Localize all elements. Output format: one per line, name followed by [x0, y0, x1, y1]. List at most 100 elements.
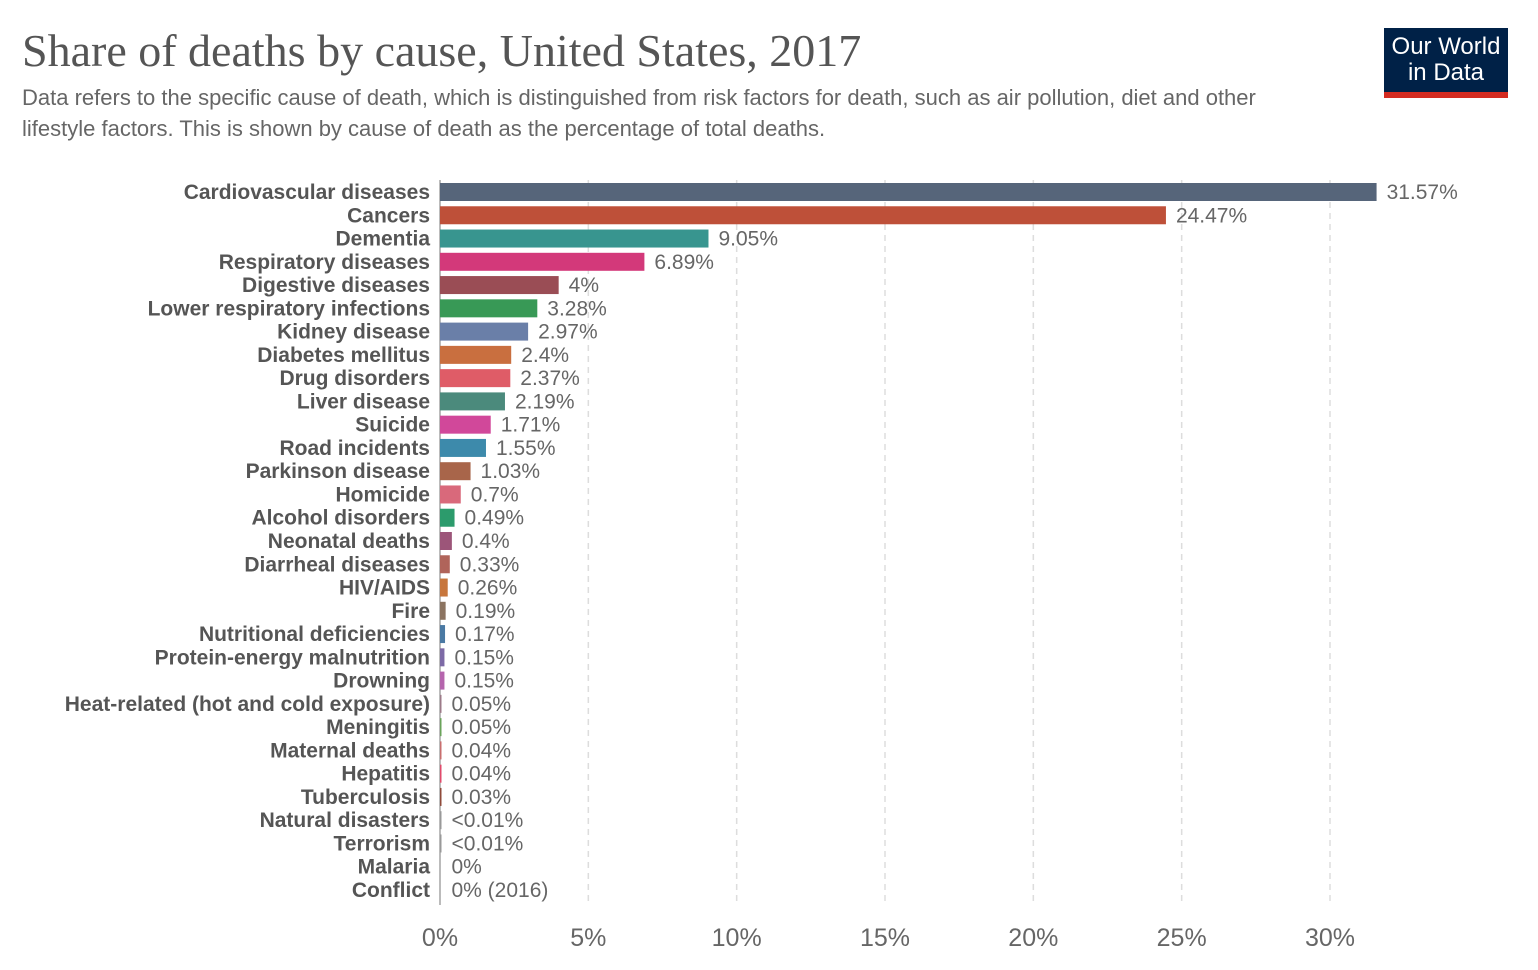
- bar: [440, 532, 452, 550]
- bar: [440, 462, 471, 481]
- category-label: Natural disasters: [260, 809, 430, 832]
- x-tick-label: 10%: [712, 924, 762, 952]
- bar: [440, 648, 445, 667]
- value-label: 1.55%: [496, 437, 556, 460]
- value-label: 31.57%: [1387, 181, 1458, 204]
- value-label: 0.33%: [460, 553, 520, 576]
- bar: [440, 811, 442, 830]
- bar: [440, 485, 461, 504]
- value-label: 0.03%: [452, 786, 512, 809]
- value-label: <0.01%: [452, 832, 524, 855]
- x-tick-label: 15%: [860, 924, 910, 952]
- x-tick-label: 0%: [422, 924, 458, 952]
- bar: [440, 392, 505, 411]
- value-label: 0.4%: [462, 530, 510, 553]
- category-label: Cardiovascular diseases: [184, 181, 430, 204]
- value-label: 0.26%: [458, 577, 518, 600]
- value-label: 0.17%: [455, 623, 515, 646]
- value-label: 9.05%: [718, 228, 778, 251]
- value-label: 24.47%: [1176, 204, 1247, 227]
- category-label: Cancers: [347, 204, 430, 227]
- bar: [440, 206, 1166, 225]
- bar: [440, 671, 445, 690]
- category-label: Heat-related (hot and cold exposure): [65, 693, 430, 716]
- value-label: 0% (2016): [452, 879, 549, 902]
- category-label: Drowning: [333, 670, 430, 693]
- bar: [440, 252, 645, 271]
- bar: [440, 834, 442, 853]
- category-label: Maternal deaths: [270, 739, 430, 762]
- bar: [440, 508, 455, 527]
- category-label: Neonatal deaths: [268, 530, 430, 553]
- category-label: Dementia: [335, 228, 430, 251]
- category-label: Nutritional deficiencies: [199, 623, 430, 646]
- bar: [440, 322, 529, 341]
- value-label: 0.15%: [454, 646, 514, 669]
- bar: [440, 555, 450, 574]
- category-label: Diarrheal diseases: [244, 553, 430, 576]
- category-label: Malaria: [358, 856, 431, 879]
- category-label: Homicide: [335, 483, 430, 506]
- category-label: Alcohol disorders: [251, 507, 430, 530]
- value-label: 0.49%: [465, 507, 525, 530]
- category-label: Diabetes mellitus: [257, 344, 430, 367]
- value-label: <0.01%: [452, 809, 524, 832]
- value-label: 3.28%: [547, 297, 607, 320]
- x-tick-label: 20%: [1008, 924, 1058, 952]
- x-tick-label: 5%: [570, 924, 606, 952]
- category-label: Terrorism: [334, 832, 430, 855]
- chart-title: Share of deaths by cause, United States,…: [22, 25, 862, 76]
- value-label: 4%: [569, 274, 599, 297]
- bar: [440, 438, 486, 457]
- value-label: 0.7%: [471, 483, 519, 506]
- bar: [440, 694, 442, 713]
- value-label: 0.04%: [452, 739, 512, 762]
- bar: [440, 369, 511, 388]
- owid-logo[interactable]: Our World in Data: [1384, 28, 1508, 98]
- category-label: Conflict: [352, 879, 430, 902]
- category-label: Fire: [391, 600, 430, 623]
- category-label: Protein-energy malnutrition: [155, 646, 430, 669]
- bar: [440, 764, 442, 783]
- value-label: 0.15%: [454, 670, 514, 693]
- category-label: Meningitis: [326, 716, 430, 739]
- bar: [440, 299, 538, 318]
- category-label: HIV/AIDS: [339, 577, 430, 600]
- logo-line2: in Data: [1407, 59, 1485, 86]
- bar: [440, 345, 512, 364]
- category-label: Hepatitis: [341, 763, 430, 786]
- bar: [440, 276, 559, 295]
- value-label: 2.19%: [515, 390, 575, 413]
- category-label: Suicide: [355, 414, 430, 437]
- category-label: Liver disease: [297, 390, 430, 413]
- bar: [440, 229, 709, 248]
- category-label: Road incidents: [279, 437, 430, 460]
- value-label: 2.37%: [520, 367, 580, 390]
- category-label: Drug disorders: [279, 367, 430, 390]
- value-label: 0.05%: [452, 693, 512, 716]
- category-label: Parkinson disease: [246, 460, 430, 483]
- value-label: 2.4%: [521, 344, 569, 367]
- bar: [440, 183, 1377, 201]
- bar: [440, 787, 442, 806]
- category-label: Tuberculosis: [301, 786, 430, 809]
- x-tick-label: 30%: [1305, 924, 1355, 952]
- value-label: 1.03%: [481, 460, 541, 483]
- logo-line1: Our World: [1391, 33, 1501, 60]
- value-label: 0.19%: [456, 600, 516, 623]
- bar: [440, 601, 446, 620]
- category-label: Digestive diseases: [242, 274, 430, 297]
- category-label: Respiratory diseases: [219, 251, 430, 274]
- bar: [440, 741, 442, 760]
- bar: [440, 578, 448, 597]
- bar: [440, 625, 446, 644]
- x-tick-label: 25%: [1157, 924, 1207, 952]
- value-label: 1.71%: [501, 414, 561, 437]
- category-label: Kidney disease: [277, 321, 430, 344]
- value-label: 0.05%: [452, 716, 512, 739]
- bar: [440, 718, 442, 737]
- value-label: 0.04%: [452, 763, 512, 786]
- bar: [440, 415, 491, 434]
- value-label: 2.97%: [538, 321, 598, 344]
